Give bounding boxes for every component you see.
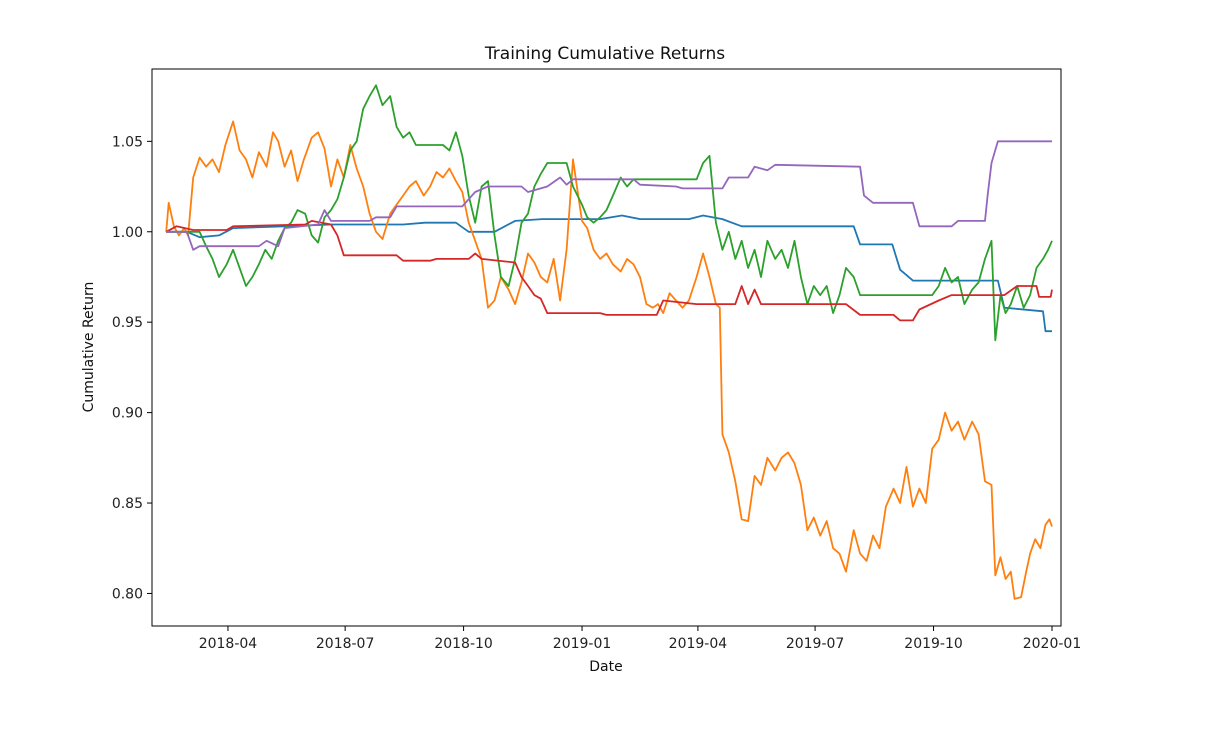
x-axis: 2018-04 2018-07 2018-10 2019-01 2019-04 2019-… bbox=[199, 626, 1082, 652]
series-line-4 bbox=[165, 219, 1053, 322]
y-tick-label: 0.90 bbox=[112, 406, 143, 422]
series-line-1 bbox=[166, 214, 1052, 333]
x-tick-label: 2018-10 bbox=[434, 636, 493, 652]
series-group bbox=[165, 84, 1053, 600]
x-axis-label: Date bbox=[589, 659, 622, 675]
y-axis: 0.80 0.85 0.90 0.95 1.00 1.05 bbox=[112, 134, 152, 602]
series-line-2 bbox=[165, 120, 1053, 600]
y-tick-label: 0.95 bbox=[112, 315, 143, 331]
series-line-5 bbox=[166, 140, 1052, 251]
y-tick-label: 0.85 bbox=[112, 496, 143, 512]
x-tick-label: 2020-01 bbox=[1023, 636, 1082, 652]
chart-title: Training Cumulative Returns bbox=[484, 44, 725, 64]
y-tick-label: 1.00 bbox=[112, 225, 143, 241]
x-tick-label: 2019-04 bbox=[669, 636, 728, 652]
y-axis-label: Cumulative Return bbox=[81, 282, 97, 413]
x-tick-label: 2019-10 bbox=[904, 636, 963, 652]
plot-area-frame bbox=[151, 68, 1062, 627]
x-tick-label: 2018-07 bbox=[316, 636, 375, 652]
y-tick-label: 0.80 bbox=[112, 586, 143, 602]
x-tick-label: 2018-04 bbox=[199, 636, 258, 652]
y-tick-label: 1.05 bbox=[112, 134, 143, 150]
series-line-3 bbox=[166, 84, 1053, 342]
x-tick-label: 2019-07 bbox=[786, 636, 845, 652]
x-tick-label: 2019-01 bbox=[553, 636, 612, 652]
